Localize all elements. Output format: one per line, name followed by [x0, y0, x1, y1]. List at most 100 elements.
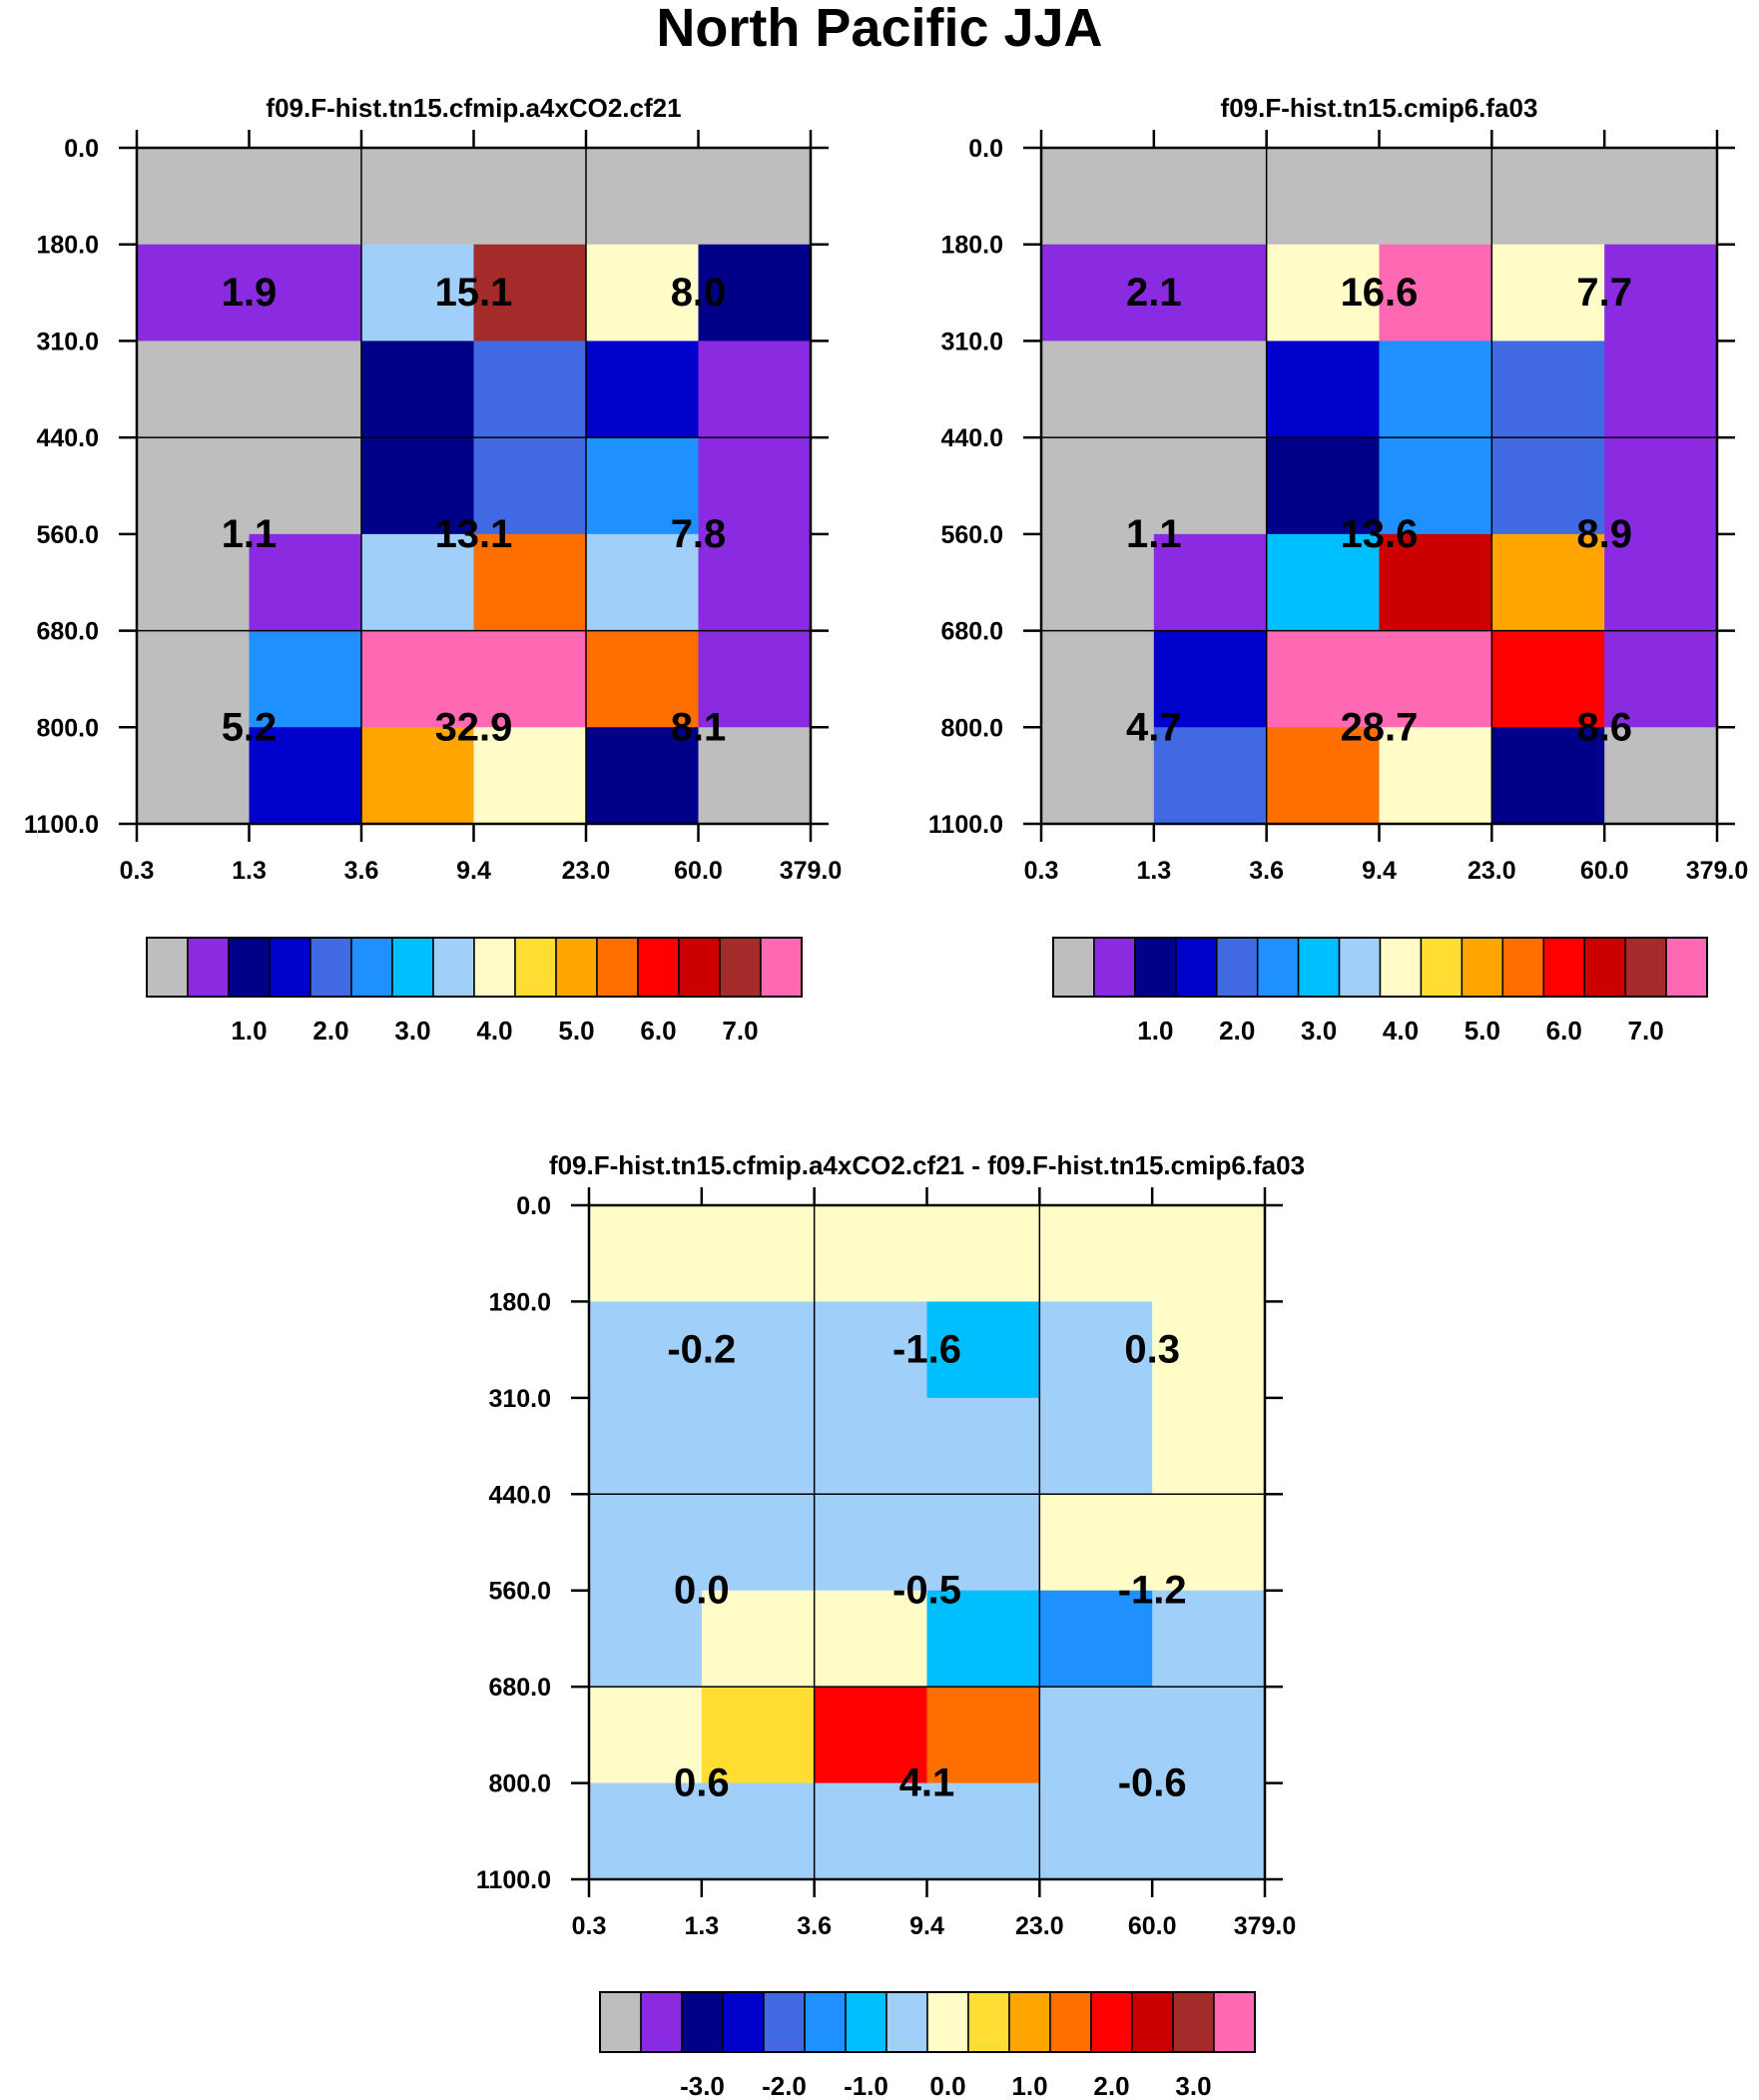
heatmap-cell [1604, 341, 1718, 438]
x-tick-label: 3.6 [344, 857, 379, 885]
colorbar-swatch [350, 937, 393, 998]
colorbar-swatch [146, 937, 189, 998]
colorbar-swatch [804, 1991, 847, 2053]
colorbar-swatch [967, 1991, 1010, 2053]
heatmap-cell [137, 533, 251, 632]
heatmap-cell [701, 1782, 816, 1880]
heatmap-cell [1153, 148, 1268, 246]
heatmap-cell [926, 1205, 1040, 1303]
x-tick-label: 3.6 [1249, 857, 1284, 885]
heatmap-cell [1041, 630, 1155, 728]
heatmap-cell [814, 1494, 928, 1592]
heatmap-cell [589, 1782, 703, 1880]
heatmap-cell [1041, 437, 1155, 535]
heatmap-cell [701, 1397, 816, 1495]
heatmap-cell [1152, 1782, 1266, 1880]
box-value-label: -0.5 [892, 1569, 961, 1613]
heatmap-cell [1041, 148, 1155, 246]
heatmap-cell [1039, 1397, 1153, 1495]
heatmap-cell [926, 1301, 1040, 1399]
x-tick-label: 1.3 [232, 857, 267, 885]
x-tick-label: 379.0 [780, 857, 843, 885]
colorbar-swatch [187, 937, 230, 998]
colorbar-swatch [1501, 937, 1544, 998]
heatmap-cell [1266, 630, 1381, 728]
box-value-label: 8.0 [671, 271, 727, 315]
heatmap-cell [361, 244, 475, 343]
box-value-label: 28.7 [1341, 705, 1419, 749]
x-tick-label: 0.3 [572, 1912, 607, 1940]
colorbar-label: 1.0 [1137, 1016, 1173, 1046]
colorbar-swatch [1379, 937, 1423, 998]
heatmap-cell [1379, 727, 1492, 825]
box-value-label: -0.6 [1118, 1761, 1187, 1805]
colorbar-swatch [1175, 937, 1218, 998]
box-value-label: 4.7 [1126, 705, 1182, 749]
colorbar: 1.0 2.0 3.0 4.0 5.0 6.0 7.0 [146, 937, 803, 1046]
colorbar-swatch [926, 1991, 969, 2053]
heatmap-cell [1379, 437, 1492, 535]
y-tick-label: 180.0 [36, 232, 99, 260]
x-tick-label: 1.3 [684, 1912, 719, 1940]
heatmap-cell [137, 727, 251, 825]
heatmap-cell [1152, 1301, 1266, 1399]
colorbar-swatch [228, 937, 271, 998]
colorbar: -3.0 -2.0 -1.0 0.0 1.0 2.0 3.0 [599, 1991, 1256, 2100]
box-value-label: 8.9 [1576, 512, 1632, 556]
x-tick-label: 379.0 [1686, 857, 1749, 885]
y-tick-label: 0.0 [968, 135, 1003, 163]
colorbar-swatch [1049, 1991, 1092, 2053]
colorbar-swatch [1665, 937, 1708, 998]
box-value-label: 8.1 [671, 705, 727, 749]
heatmap-cell [589, 1494, 703, 1592]
heatmap-cell [1604, 437, 1718, 535]
heatmap-cell [249, 437, 362, 535]
heatmap-cell [926, 1397, 1040, 1495]
heatmap-cell [137, 630, 251, 728]
colorbar-label: 2.0 [1093, 2071, 1129, 2100]
heatmap-cell [249, 630, 362, 728]
heatmap-cell [473, 437, 587, 535]
heatmap-cell [1039, 1687, 1153, 1784]
heatmap-cell [249, 244, 362, 343]
heatmap-cell [1041, 533, 1155, 632]
box-value-label: 1.9 [222, 271, 278, 315]
heatmap-cell [1379, 244, 1492, 343]
colorbar-swatch [845, 1991, 887, 2053]
heatmap-cell [1604, 727, 1718, 825]
heatmap-cell [1266, 533, 1381, 632]
heatmap-cell [589, 1205, 703, 1303]
y-tick-label: 560.0 [36, 521, 99, 549]
heatmap-cell [814, 1397, 928, 1495]
heatmap-cell [926, 1590, 1040, 1688]
heatmap-cell [1041, 727, 1155, 825]
box-value-label: 0.0 [674, 1569, 730, 1613]
heatmap-cell [814, 1205, 928, 1303]
y-tick-label: 800.0 [488, 1770, 551, 1798]
heatmap-cell [698, 437, 812, 535]
colorbar-label: 3.0 [394, 1016, 430, 1046]
heatmap-cell [586, 437, 700, 535]
heatmap-cell [1266, 727, 1381, 825]
panel-title: f09.F-hist.tn15.cfmip.a4xCO2.cf21 - f09.… [549, 1150, 1305, 1180]
heatmap-cell [701, 1687, 816, 1784]
box-value-label: -1.6 [892, 1328, 961, 1372]
y-tick-label: 310.0 [36, 328, 99, 355]
heatmap-cell [1266, 341, 1381, 438]
y-tick-label: 680.0 [488, 1674, 551, 1702]
heatmap-cell [1604, 630, 1718, 728]
heatmap-cell [137, 244, 251, 343]
colorbar-label: 1.0 [1011, 2071, 1047, 2100]
box-value-label: 13.1 [435, 512, 513, 556]
heatmap-panel: f09.F-hist.tn15.cmip6.fa03 0.0 180.0 310.0 4… [928, 93, 1748, 1046]
heatmap-cell [1152, 1494, 1266, 1592]
heatmap-cell [1266, 437, 1381, 535]
y-tick-label: 440.0 [940, 424, 1003, 452]
colorbar-frame [599, 1991, 1256, 2053]
heatmap-cell [698, 727, 812, 825]
colorbar-swatch [760, 937, 803, 998]
colorbar-label: 0.0 [929, 2071, 965, 2100]
x-tick-label: 23.0 [1467, 857, 1516, 885]
heatmap-cell [1039, 1782, 1153, 1880]
heatmap-cell [1266, 148, 1381, 246]
